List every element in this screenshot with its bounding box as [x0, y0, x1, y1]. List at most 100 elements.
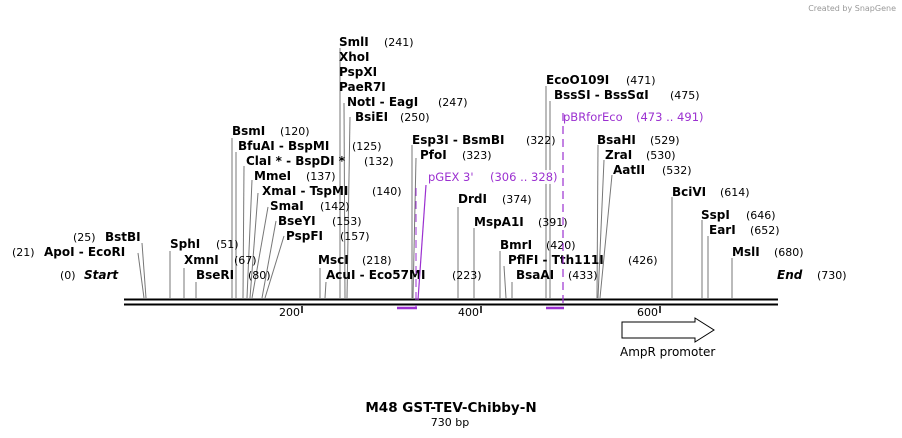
svg-text:SmlI: SmlI	[339, 35, 369, 49]
site-bstbi: (25) BstBI	[73, 230, 141, 244]
site-bsaai: BsaAI (433)	[516, 268, 598, 282]
svg-text:ApoI - EcoRI: ApoI - EcoRI	[44, 245, 125, 259]
site-msci: MscI (218)	[318, 253, 392, 267]
site-pfoi: PfoI (323)	[420, 148, 492, 162]
map-title: M48 GST-TEV-Chibby-N	[365, 400, 536, 416]
svg-text:BciVI: BciVI	[672, 185, 706, 199]
svg-text:(471): (471)	[626, 74, 656, 87]
svg-text:(25): (25)	[73, 231, 96, 244]
svg-text:(529): (529)	[650, 134, 680, 147]
svg-text:SspI: SspI	[701, 208, 730, 222]
primer-pbrforeco: pBRforEco (473 .. 491)	[546, 110, 704, 310]
svg-text:(153): (153)	[332, 215, 362, 228]
credit-text: Created by SnapGene	[808, 4, 896, 13]
svg-text:(21): (21)	[12, 246, 35, 259]
svg-text:PflFI - Tth111I: PflFI - Tth111I	[508, 253, 604, 267]
svg-text:BseYI: BseYI	[278, 214, 316, 228]
site-aatii: AatII (532)	[613, 163, 692, 177]
svg-text:(51): (51)	[216, 238, 239, 251]
svg-text:(391): (391)	[538, 216, 568, 229]
svg-text:EcoO109I: EcoO109I	[546, 73, 609, 87]
svg-text:(530): (530)	[646, 149, 676, 162]
svg-text:BssSI - BssSαI: BssSI - BssSαI	[554, 88, 649, 102]
site-mspa1i: MspA1I (391)	[474, 215, 568, 229]
svg-text:NotI - EagI: NotI - EagI	[347, 95, 418, 109]
svg-text:XmnI: XmnI	[184, 253, 219, 267]
end-label: End	[777, 268, 803, 282]
svg-text:BsaAI: BsaAI	[516, 268, 554, 282]
site-paer7i: PaeR7I	[339, 80, 386, 94]
enzyme-sites: (21) ApoI - EcoRI (25) BstBI SphI (51) XmnI…	[12, 35, 804, 282]
svg-text:(646): (646)	[746, 209, 776, 222]
site-bsmi: BsmI (120)	[232, 124, 310, 138]
svg-text:ClaI * - BspDI *: ClaI * - BspDI *	[246, 154, 346, 168]
primer-pbrforeco-name: pBRforEco	[563, 110, 623, 124]
site-apoi-ecori: (21) ApoI - EcoRI	[12, 245, 125, 259]
site-acui-eco57mi: AcuI - Eco57MI (223)	[326, 268, 482, 282]
svg-text:BstBI: BstBI	[105, 230, 141, 244]
site-bmri: BmrI (420)	[500, 238, 576, 252]
site-bseyi: BseYI (153)	[278, 214, 362, 228]
svg-text:XmaI - TspMI: XmaI - TspMI	[262, 184, 348, 198]
site-pspfi: PspFI (157)	[286, 229, 370, 243]
tick-label-600: 600	[637, 306, 658, 319]
svg-text:(247): (247)	[438, 96, 468, 109]
site-xmai-tspmi: XmaI - TspMI (140)	[262, 184, 402, 198]
svg-text:PaeR7I: PaeR7I	[339, 80, 386, 94]
svg-text:BsaHI: BsaHI	[597, 133, 636, 147]
site-sphi: SphI (51)	[170, 237, 239, 251]
svg-text:PspFI: PspFI	[286, 229, 323, 243]
svg-text:(614): (614)	[720, 186, 750, 199]
site-ecoo109i: EcoO109I (471)	[546, 73, 656, 87]
svg-text:MscI: MscI	[318, 253, 349, 267]
svg-text:(218): (218)	[362, 254, 392, 267]
site-bsiei: BsiEI (250)	[355, 110, 430, 124]
svg-text:(652): (652)	[750, 224, 780, 237]
svg-text:(322): (322)	[526, 134, 556, 147]
svg-text:SmaI: SmaI	[270, 199, 304, 213]
svg-text:XhoI: XhoI	[339, 50, 370, 64]
start-position: (0)	[60, 269, 76, 282]
svg-text:(120): (120)	[280, 125, 310, 138]
svg-text:(426): (426)	[628, 254, 658, 267]
site-noti-eagi: NotI - EagI (247)	[347, 95, 468, 109]
site-bseri: BseRI (80)	[196, 268, 271, 282]
svg-text:Esp3I - BsmBI: Esp3I - BsmBI	[412, 133, 504, 147]
svg-text:(250): (250)	[400, 111, 430, 124]
svg-text:PspXI: PspXI	[339, 65, 377, 79]
sequence-ends: (0) Start End (730)	[60, 268, 847, 282]
site-zrai: ZraI (530)	[605, 148, 676, 162]
primer-pgex3: pGEX 3' (306 .. 328)	[397, 170, 562, 310]
svg-text:BfuAI - BspMI: BfuAI - BspMI	[238, 139, 329, 153]
site-pspxi: PspXI	[339, 65, 377, 79]
site-bsahi: BsaHI (529)	[597, 133, 680, 147]
axis-ticks: 200 400 600	[279, 306, 661, 319]
svg-text:(475): (475)	[670, 89, 700, 102]
svg-text:(374): (374)	[502, 193, 532, 206]
site-smai: SmaI (142)	[270, 199, 350, 213]
svg-text:AcuI - Eco57MI: AcuI - Eco57MI	[326, 268, 425, 282]
primer-pgex3-name: pGEX 3'	[428, 170, 474, 184]
svg-text:SphI: SphI	[170, 237, 200, 251]
svg-text:BsiEI: BsiEI	[355, 110, 388, 124]
ampr-promoter-feature: AmpR promoter	[620, 317, 715, 359]
primer-pgex3-range: (306 .. 328)	[490, 170, 558, 184]
svg-text:MmeI: MmeI	[254, 169, 291, 183]
site-xmni: XmnI (67)	[184, 253, 257, 267]
site-xhoi: XhoI	[339, 50, 370, 64]
svg-text:AatII: AatII	[613, 163, 645, 177]
site-bsssi-bsssai: BssSI - BssSαI (475)	[554, 88, 700, 102]
svg-text:BmrI: BmrI	[500, 238, 532, 252]
primer-pbrforeco-range: (473 .. 491)	[636, 110, 704, 124]
site-drdi: DrdI (374)	[458, 192, 532, 206]
svg-text:MslI: MslI	[732, 245, 760, 259]
svg-text:(680): (680)	[774, 246, 804, 259]
svg-text:EarI: EarI	[709, 223, 736, 237]
svg-text:DrdI: DrdI	[458, 192, 487, 206]
svg-text:(137): (137)	[306, 170, 336, 183]
svg-text:(433): (433)	[568, 269, 598, 282]
dna-backbone	[124, 298, 778, 306]
svg-text:(142): (142)	[320, 200, 350, 213]
site-sspi: SspI (646)	[701, 208, 776, 222]
site-pflfi-tth111i: PflFI - Tth111I (426)	[508, 253, 658, 267]
